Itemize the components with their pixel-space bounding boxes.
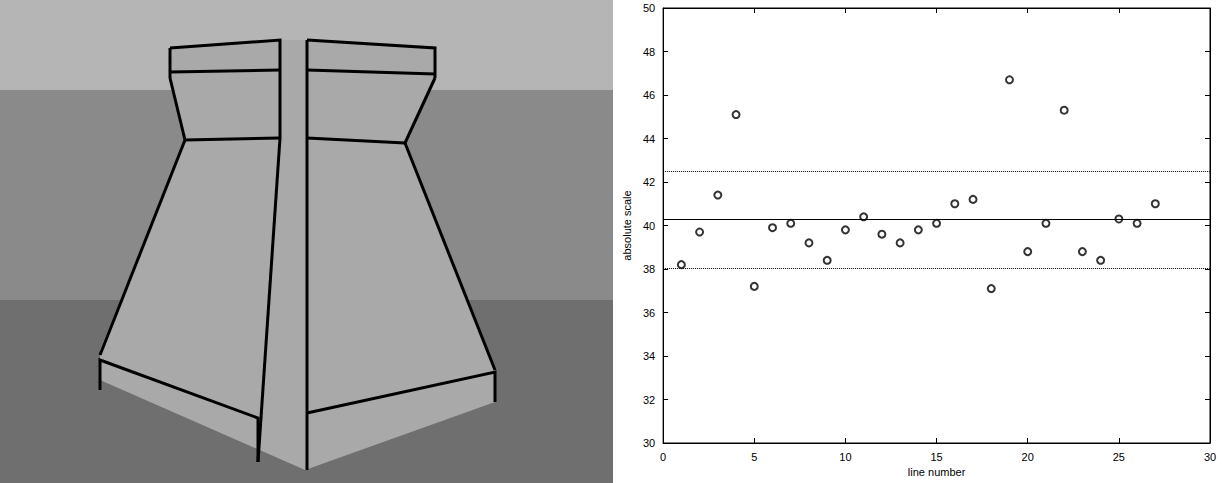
svg-text:0: 0: [660, 451, 666, 463]
svg-text:34: 34: [643, 350, 655, 362]
svg-text:46: 46: [643, 89, 655, 101]
svg-text:36: 36: [643, 307, 655, 319]
svg-text:44: 44: [643, 133, 655, 145]
svg-text:30: 30: [643, 437, 655, 449]
svg-text:5: 5: [751, 451, 757, 463]
svg-text:42: 42: [643, 176, 655, 188]
svg-text:25: 25: [1113, 451, 1125, 463]
svg-text:38: 38: [643, 263, 655, 275]
svg-text:15: 15: [930, 451, 942, 463]
svg-text:absolute scale: absolute scale: [621, 190, 633, 260]
svg-text:20: 20: [1022, 451, 1034, 463]
svg-text:48: 48: [643, 46, 655, 58]
svg-text:line number: line number: [908, 466, 966, 478]
svg-text:32: 32: [643, 394, 655, 406]
svg-text:40: 40: [643, 220, 655, 232]
svg-text:30: 30: [1204, 451, 1216, 463]
svg-text:10: 10: [839, 451, 851, 463]
svg-text:50: 50: [643, 2, 655, 14]
